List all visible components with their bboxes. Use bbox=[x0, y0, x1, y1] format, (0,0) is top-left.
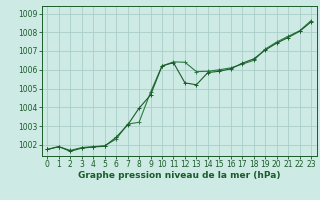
X-axis label: Graphe pression niveau de la mer (hPa): Graphe pression niveau de la mer (hPa) bbox=[78, 171, 280, 180]
